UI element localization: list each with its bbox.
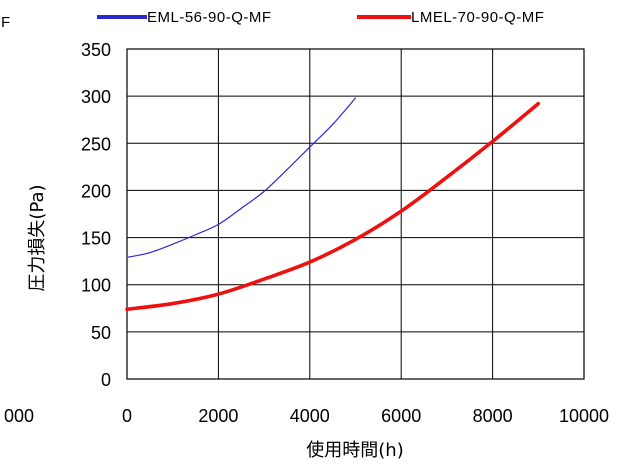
clipped-legend-fragment: F — [1, 14, 11, 31]
y-tick-label: 100 — [81, 276, 111, 296]
series-line-2 — [125, 101, 541, 312]
y-tick-label: 300 — [81, 87, 111, 107]
y-tick-label: 50 — [91, 323, 111, 343]
x-tick-label: 10000 — [559, 406, 609, 426]
series-layer — [125, 97, 541, 312]
y-tick-label: 250 — [81, 134, 111, 154]
x-tick-label: 6000 — [381, 406, 421, 426]
y-axis-title: 圧力損失(Pa) — [27, 184, 48, 291]
x-tick-label: 4000 — [290, 406, 330, 426]
legend-label-2: LMEL-70-90-Q-MF — [411, 9, 544, 26]
legend: EML-56-90-Q-MF LMEL-70-90-Q-MF — [97, 9, 544, 26]
y-tick-label: 150 — [81, 229, 111, 249]
legend-label-1: EML-56-90-Q-MF — [147, 9, 272, 26]
x-axis-title: 使用時間(h) — [306, 440, 403, 461]
x-tick-label: 8000 — [473, 406, 513, 426]
plot-frame — [126, 48, 585, 380]
y-tick-label: 200 — [81, 181, 111, 201]
x-tick-label: 2000 — [198, 406, 238, 426]
x-tick-label: 0 — [122, 406, 132, 426]
grid — [126, 48, 585, 380]
series-line-1 — [126, 97, 357, 258]
clipped-tick-label: 000 — [4, 406, 34, 426]
axes: 0 2000 4000 6000 8000 10000 0 50 100 150 200 250 300… — [81, 40, 609, 426]
y-tick-label: 0 — [101, 370, 111, 390]
y-tick-label: 350 — [81, 40, 111, 60]
